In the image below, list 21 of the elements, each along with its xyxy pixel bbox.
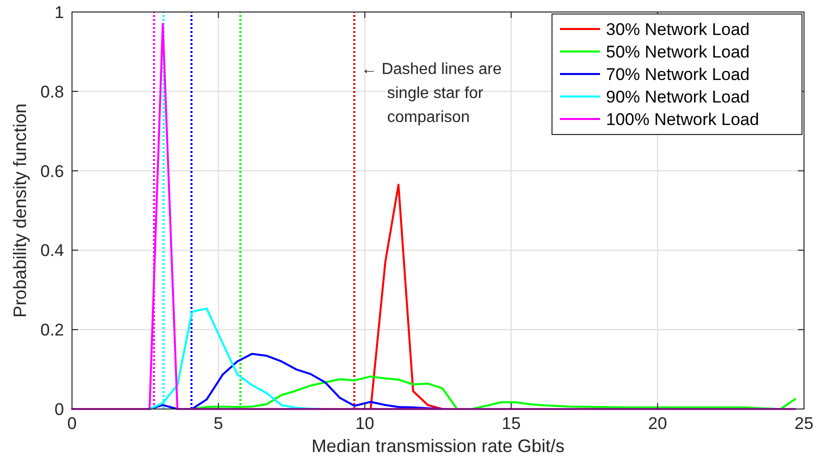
y-tick-label: 1: [54, 3, 64, 22]
x-tick-label: 10: [355, 414, 374, 433]
legend-label: 100% Network Load: [606, 110, 760, 129]
y-tick-label: 0: [54, 400, 64, 419]
legend-label: 70% Network Load: [606, 65, 750, 84]
x-tick-label: 5: [214, 414, 224, 433]
x-tick-label: 20: [648, 414, 668, 433]
y-tick-label: 0.2: [40, 320, 64, 340]
y-axis-title: Probability density function: [10, 103, 30, 318]
y-tick-label: 0.6: [40, 162, 64, 181]
y-tick-label: 0.8: [40, 82, 64, 102]
y-tick-label: 0.4: [40, 241, 64, 260]
x-tick-label: 15: [502, 414, 521, 433]
x-axis-title: Median transmission rate Gbit/s: [311, 436, 565, 456]
legend-label: 30% Network Load: [606, 20, 750, 39]
line-series: [370, 184, 444, 410]
x-tick-label: 0: [67, 414, 77, 433]
annotation: ← Dashed lines are single star for comparison: [361, 61, 502, 126]
x-tick-label: 25: [794, 414, 814, 433]
legend-label: 90% Network Load: [606, 88, 750, 106]
legend-label: 50% Network Load: [606, 42, 750, 62]
